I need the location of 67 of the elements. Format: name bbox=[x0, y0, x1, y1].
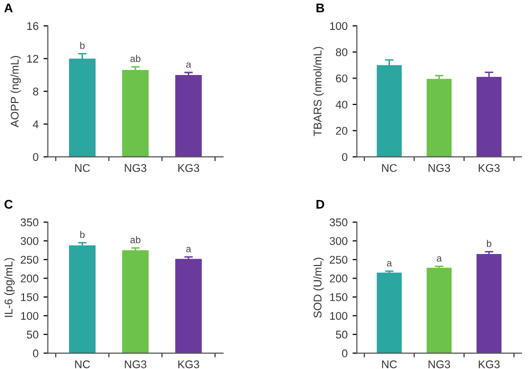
y-tick-label: 300 bbox=[330, 237, 348, 245]
y-tick-label: 4 bbox=[32, 120, 38, 128]
x-tick-label: KG3 bbox=[478, 360, 500, 368]
chart-title: A bbox=[4, 4, 13, 12]
y-axis-title: AOPP (ng/mL) bbox=[10, 56, 21, 128]
y-tick-label: 300 bbox=[20, 237, 38, 245]
chart-title: B bbox=[316, 4, 324, 12]
y-tick-label: 16 bbox=[27, 22, 38, 30]
bar bbox=[376, 272, 402, 354]
y-tick-label: 8 bbox=[33, 88, 38, 96]
bar bbox=[476, 76, 502, 157]
y-tick-label: 80 bbox=[336, 48, 348, 56]
x-tick-label: NG3 bbox=[124, 360, 146, 368]
y-tick-label: 50 bbox=[26, 330, 38, 339]
y-tick-label: 100 bbox=[21, 312, 38, 320]
y-tick-label: 0 bbox=[33, 349, 38, 358]
annotation: b bbox=[486, 240, 492, 248]
x-tick-label: NC bbox=[75, 164, 90, 172]
bar bbox=[426, 78, 452, 157]
y-axis-title: TBARS (nmol/mL) bbox=[313, 46, 324, 136]
y-tick-label: 40 bbox=[336, 100, 348, 109]
y-tick-label: 100 bbox=[330, 312, 348, 320]
x-tick-label: NG3 bbox=[428, 360, 450, 368]
x-tick-label: NC bbox=[382, 164, 397, 172]
x-tick-label: NC bbox=[75, 360, 90, 368]
annotation: b bbox=[80, 42, 85, 49]
annotation: a bbox=[186, 246, 192, 252]
y-tick-label: 250 bbox=[20, 256, 38, 264]
annotation: a bbox=[436, 256, 442, 262]
y-tick-label: 350 bbox=[330, 218, 348, 226]
y-tick-label: 350 bbox=[20, 218, 38, 226]
y-tick-label: 0 bbox=[342, 153, 348, 161]
chart-title: D bbox=[316, 200, 324, 209]
bar bbox=[69, 58, 96, 157]
annotation: ab bbox=[130, 236, 140, 244]
bar bbox=[476, 254, 502, 354]
y-tick-label: 250 bbox=[330, 256, 348, 264]
bar bbox=[175, 258, 202, 354]
annotation: b bbox=[80, 230, 85, 238]
x-tick-label: KG3 bbox=[178, 164, 200, 172]
y-axis-title: IL-6 (pg/mL) bbox=[4, 258, 15, 317]
chart-title: C bbox=[4, 200, 13, 209]
x-tick-label: NC bbox=[382, 360, 397, 368]
bar bbox=[69, 245, 96, 354]
y-tick-label: 150 bbox=[21, 293, 38, 302]
y-tick-label: 100 bbox=[330, 22, 348, 30]
y-tick-label: 60 bbox=[336, 74, 348, 82]
annotation: ab bbox=[130, 54, 140, 62]
annotation: a bbox=[186, 62, 192, 68]
y-axis-title: SOD (U/mL) bbox=[313, 258, 324, 318]
y-tick-label: 200 bbox=[20, 274, 38, 282]
bar bbox=[426, 268, 452, 354]
y-tick-label: 0 bbox=[33, 153, 38, 161]
bar bbox=[122, 70, 149, 157]
annotation: a bbox=[386, 261, 392, 266]
x-tick-label: NG3 bbox=[124, 164, 146, 172]
bar bbox=[175, 74, 202, 157]
y-tick-label: 50 bbox=[336, 330, 348, 339]
y-tick-label: 150 bbox=[330, 293, 348, 302]
y-tick-label: 200 bbox=[330, 274, 348, 282]
bar bbox=[122, 250, 149, 354]
y-tick-label: 12 bbox=[27, 54, 38, 63]
x-tick-label: NG3 bbox=[428, 164, 450, 172]
y-tick-label: 0 bbox=[342, 349, 348, 358]
x-tick-label: KG3 bbox=[478, 164, 500, 172]
x-tick-label: KG3 bbox=[178, 360, 200, 368]
y-tick-label: 20 bbox=[336, 126, 348, 135]
